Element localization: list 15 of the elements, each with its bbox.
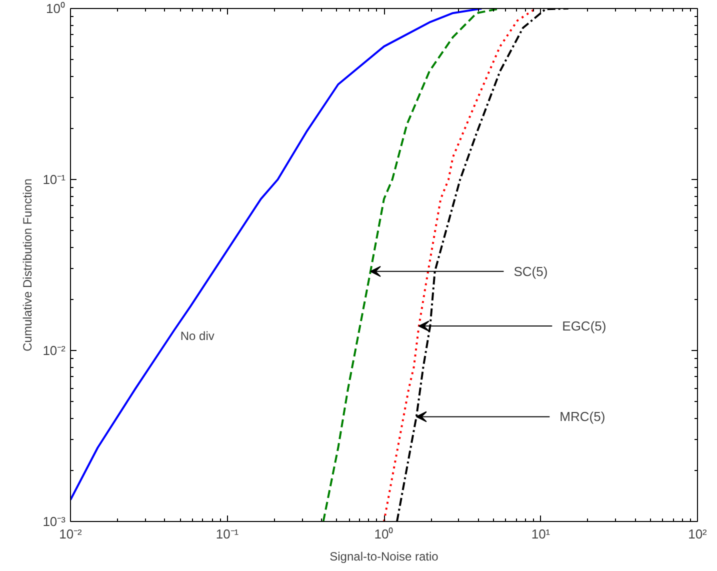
annotation: EGC(5) xyxy=(562,318,606,334)
x-tick-label: 10¹ xyxy=(531,526,551,542)
y-tick-label: 10⁻³ xyxy=(42,514,66,529)
x-tick-label: 10⁻² xyxy=(59,526,83,542)
y-tick-label: 10⁻¹ xyxy=(42,172,66,187)
annotation: SC(5) xyxy=(514,264,548,279)
x-tick-label: 10² xyxy=(688,526,708,542)
annotation: MRC(5) xyxy=(560,409,606,424)
y-tick-label: 10⁻² xyxy=(42,343,66,358)
series-label: No div xyxy=(180,328,214,343)
x-axis-title: Signal-to-Noise ratio xyxy=(330,550,439,564)
y-axis-title: Cumulative Distribution Function xyxy=(20,178,35,352)
x-tick-label: 10⁻¹ xyxy=(216,526,240,542)
y-tick-label: 10⁰ xyxy=(46,1,66,16)
x-tick-label: 10⁰ xyxy=(374,526,394,542)
